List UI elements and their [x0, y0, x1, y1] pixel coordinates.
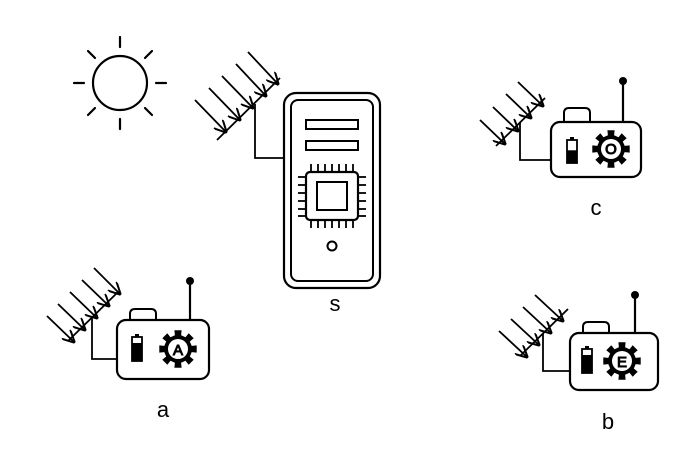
- camera-icon: A: [115, 277, 211, 381]
- camera-icon: O: [549, 77, 643, 179]
- camera-icon: E: [568, 291, 660, 392]
- node-a-label: a: [157, 397, 170, 422]
- node-a: A a: [46, 267, 211, 422]
- node-b: E b: [498, 291, 660, 434]
- solar-panel-icon: [498, 294, 570, 372]
- antenna-icon: [631, 291, 639, 333]
- node-b-label: b: [602, 409, 614, 434]
- battery-icon: [581, 346, 593, 374]
- sun-icon: [72, 35, 168, 131]
- battery-icon: [131, 334, 143, 362]
- solar-panel-icon: [479, 81, 551, 161]
- device-letter: O: [605, 141, 617, 158]
- antenna-icon: [619, 77, 627, 122]
- battery-icon: [566, 137, 578, 164]
- server-icon: [282, 91, 382, 290]
- antenna-icon: [186, 277, 194, 320]
- gear-icon: A: [159, 330, 197, 368]
- server-label: s: [330, 291, 341, 316]
- device-letter: E: [617, 354, 627, 371]
- device-letter: A: [173, 342, 183, 359]
- gear-icon: E: [603, 342, 641, 380]
- solar-panel-icon: [194, 51, 284, 159]
- gear-icon: O: [592, 130, 630, 168]
- node-c-label: c: [591, 195, 602, 220]
- node-c: O c: [479, 77, 643, 220]
- cpu-chip-icon: [298, 164, 366, 228]
- solar-panel-icon: [46, 267, 120, 360]
